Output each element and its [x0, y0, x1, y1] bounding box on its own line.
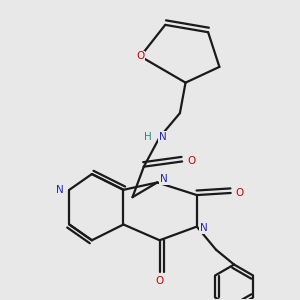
- Text: N: N: [160, 174, 168, 184]
- Text: O: O: [136, 51, 145, 62]
- Text: N: N: [56, 185, 64, 195]
- Text: O: O: [236, 188, 244, 198]
- Text: N: N: [200, 223, 207, 233]
- Text: O: O: [155, 276, 164, 286]
- Text: O: O: [187, 157, 195, 166]
- Text: H: H: [143, 132, 151, 142]
- Text: N: N: [159, 132, 167, 142]
